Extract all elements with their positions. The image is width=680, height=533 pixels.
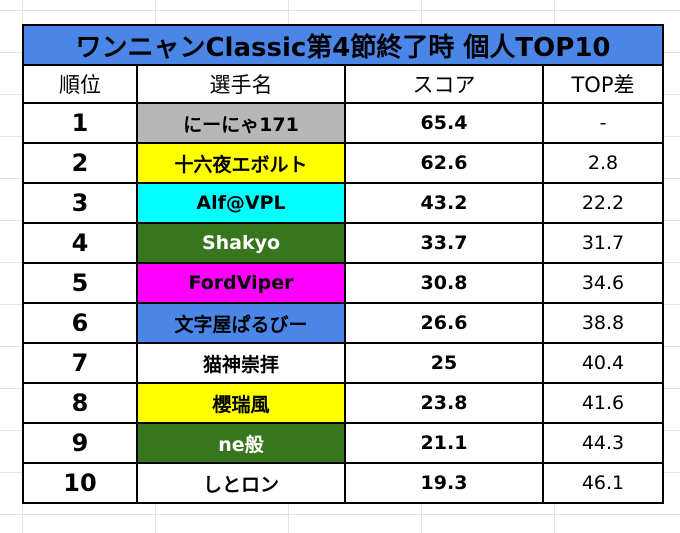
player-name-cell[interactable]: 文字屋ぱるびー — [136, 302, 346, 344]
player-name-cell[interactable]: ne般 — [136, 422, 346, 464]
table-row: 8 櫻瑞風 23.8 41.6 — [22, 382, 664, 424]
top-diff-cell[interactable]: 2.8 — [542, 142, 664, 184]
player-name-cell[interactable]: Alf@VPL — [136, 182, 346, 224]
table-row: 4 Shakyo 33.7 31.7 — [22, 222, 664, 264]
rank-cell[interactable]: 5 — [22, 262, 138, 304]
top-diff-cell[interactable]: 22.2 — [542, 182, 664, 224]
top-diff-cell[interactable]: 34.6 — [542, 262, 664, 304]
top-diff-cell[interactable]: 44.3 — [542, 422, 664, 464]
header-score[interactable]: スコア — [344, 64, 544, 104]
table-row: 6 文字屋ぱるびー 26.6 38.8 — [22, 302, 664, 344]
top-diff-cell[interactable]: 40.4 — [542, 342, 664, 384]
rank-cell[interactable]: 10 — [22, 462, 138, 504]
rank-cell[interactable]: 8 — [22, 382, 138, 424]
top-diff-cell[interactable]: 41.6 — [542, 382, 664, 424]
rank-cell[interactable]: 3 — [22, 182, 138, 224]
header-rank[interactable]: 順位 — [22, 64, 138, 104]
table-title[interactable]: ワンニャンClassic第4節終了時 個人TOP10 — [22, 24, 664, 66]
rank-cell[interactable]: 4 — [22, 222, 138, 264]
score-cell[interactable]: 26.6 — [344, 302, 544, 344]
score-cell[interactable]: 65.4 — [344, 102, 544, 144]
table-row: 1 にーにゃ171 65.4- — [22, 102, 664, 144]
player-name-cell[interactable]: にーにゃ171 — [136, 102, 346, 144]
player-name-cell[interactable]: FordViper — [136, 262, 346, 304]
header-row: 順位 選手名 スコア TOP差 — [22, 64, 664, 104]
ranking-table: ワンニャンClassic第4節終了時 個人TOP10 順位 選手名 スコア TO… — [22, 24, 664, 504]
table-row: 5 FordViper 30.8 34.6 — [22, 262, 664, 304]
score-cell[interactable]: 19.3 — [344, 462, 544, 504]
rank-cell[interactable]: 9 — [22, 422, 138, 464]
title-row: ワンニャンClassic第4節終了時 個人TOP10 — [22, 24, 664, 66]
score-cell[interactable]: 21.1 — [344, 422, 544, 464]
rank-cell[interactable]: 2 — [22, 142, 138, 184]
table-row: 2 十六夜エボルト 62.6 2.8 — [22, 142, 664, 184]
top-diff-cell[interactable]: - — [542, 102, 664, 144]
header-diff[interactable]: TOP差 — [542, 64, 664, 104]
rank-cell[interactable]: 7 — [22, 342, 138, 384]
score-cell[interactable]: 25 — [344, 342, 544, 384]
player-name-cell[interactable]: 猫神崇拝 — [136, 342, 346, 384]
player-name-cell[interactable]: 十六夜エボルト — [136, 142, 346, 184]
score-cell[interactable]: 30.8 — [344, 262, 544, 304]
player-name-cell[interactable]: Shakyo — [136, 222, 346, 264]
score-cell[interactable]: 43.2 — [344, 182, 544, 224]
score-cell[interactable]: 62.6 — [344, 142, 544, 184]
top-diff-cell[interactable]: 38.8 — [542, 302, 664, 344]
top-diff-cell[interactable]: 46.1 — [542, 462, 664, 504]
top-diff-cell[interactable]: 31.7 — [542, 222, 664, 264]
table-row: 3 Alf@VPL 43.2 22.2 — [22, 182, 664, 224]
player-name-cell[interactable]: しとロン — [136, 462, 346, 504]
table-row: 10 しとロン 19.3 46.1 — [22, 462, 664, 504]
header-name[interactable]: 選手名 — [136, 64, 346, 104]
score-cell[interactable]: 33.7 — [344, 222, 544, 264]
table-row: 7 猫神崇拝 25 40.4 — [22, 342, 664, 384]
rank-cell[interactable]: 1 — [22, 102, 138, 144]
score-cell[interactable]: 23.8 — [344, 382, 544, 424]
table-row: 9 ne般 21.1 44.3 — [22, 422, 664, 464]
rank-cell[interactable]: 6 — [22, 302, 138, 344]
player-name-cell[interactable]: 櫻瑞風 — [136, 382, 346, 424]
